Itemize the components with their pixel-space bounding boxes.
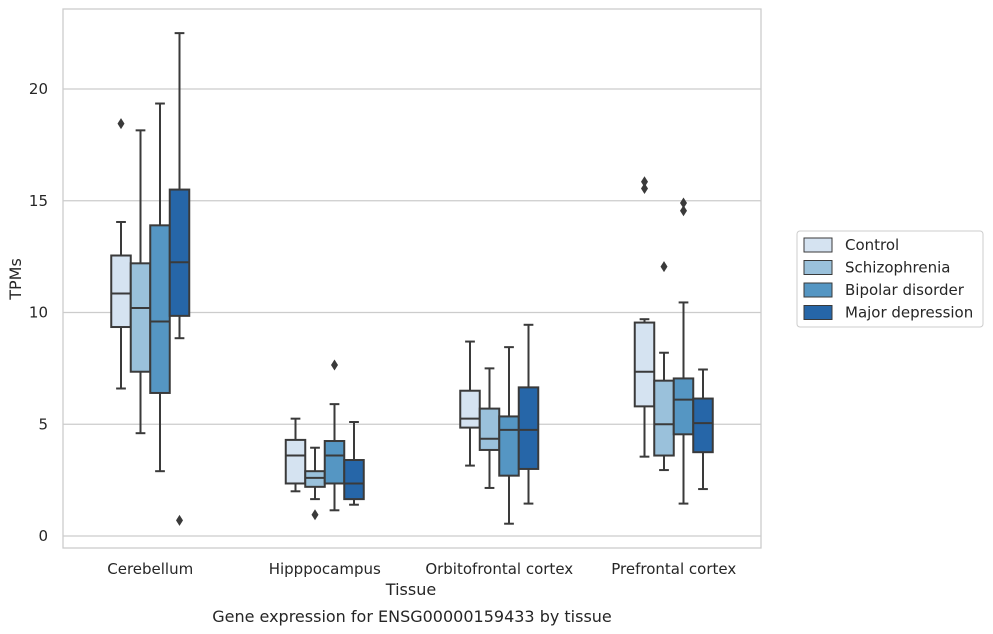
legend-swatch <box>803 260 833 275</box>
box-iqr <box>149 224 171 394</box>
box-control <box>633 176 656 458</box>
box-bipolar-disorder <box>672 197 695 505</box>
box-iqr <box>168 188 191 317</box>
box-iqr <box>129 262 152 373</box>
legend-item: Schizophrenia <box>803 259 950 277</box>
y-tick-label: 15 <box>29 192 48 210</box>
outlier-point <box>660 261 668 273</box>
box-iqr <box>284 438 307 485</box>
legend-label: Major depression <box>845 304 973 322</box>
outlier-point <box>680 197 687 209</box>
y-tick-label: 20 <box>29 80 48 98</box>
box-iqr <box>517 386 540 470</box>
outlier-point <box>680 205 687 217</box>
box-iqr <box>653 379 675 457</box>
x-axis-title: Tissue <box>385 580 436 599</box>
box-plot-series <box>110 32 714 526</box>
box-iqr <box>323 440 346 485</box>
box-iqr <box>498 415 520 477</box>
outlier-point <box>311 509 319 521</box>
y-tick-label: 0 <box>38 527 48 545</box>
box-iqr <box>672 377 695 436</box>
box-major-depression <box>517 323 540 505</box>
legend-item: Control <box>803 236 899 254</box>
legend-frame <box>796 230 984 328</box>
box-control <box>284 417 307 493</box>
box-control <box>110 118 132 390</box>
x-tick-label: Prefrontal cortex <box>611 560 736 578</box>
x-tick-label: Orbitofrontal cortex <box>425 560 573 578</box>
x-axis-ticks: Cerebellum Hipppocampus Orbitofrontal cort… <box>107 560 736 578</box>
box-iqr <box>343 459 365 501</box>
y-axis-ticks: 0 5 10 15 20 <box>29 80 48 545</box>
box-iqr <box>110 254 132 329</box>
outlier-point <box>641 182 648 194</box>
box-schizophrenia <box>304 446 326 521</box>
box-major-depression <box>168 32 191 526</box>
legend-label: Bipolar disorder <box>845 281 965 299</box>
box-iqr <box>459 389 481 429</box>
box-major-depression <box>343 421 365 506</box>
chart-caption: Gene expression for ENSG00000159433 by t… <box>212 607 612 626</box>
box-bipolar-disorder <box>498 346 520 525</box>
legend: Control Schizophrenia Bipolar disorder Majo… <box>796 230 984 328</box>
box-bipolar-disorder <box>149 102 171 473</box>
y-axis-title: TPMs <box>6 258 25 301</box>
legend-swatch <box>803 282 833 298</box>
legend-label: Control <box>845 236 899 254</box>
box-schizophrenia <box>478 367 501 489</box>
box-bipolar-disorder <box>323 359 346 512</box>
outlier-point <box>117 118 125 130</box>
legend-swatch <box>803 305 833 320</box>
box-iqr <box>304 470 326 488</box>
box-iqr <box>692 397 714 454</box>
x-tick-label: Hipppocampus <box>269 560 381 578</box>
y-tick-label: 10 <box>29 304 48 322</box>
legend-label: Schizophrenia <box>845 259 950 277</box>
x-tick-label: Cerebellum <box>107 560 193 578</box>
plot-area-frame <box>62 8 762 549</box>
legend-swatch <box>803 237 833 253</box>
outlier-point <box>641 176 648 188</box>
legend-item: Bipolar disorder <box>803 281 965 299</box>
box-major-depression <box>692 368 714 491</box>
outlier-point <box>331 359 338 371</box>
box-iqr <box>633 321 656 408</box>
box-schizophrenia <box>653 261 675 472</box>
box-control <box>459 340 481 467</box>
outlier-point <box>176 514 183 526</box>
box-schizophrenia <box>129 129 152 435</box>
box-iqr <box>478 407 501 451</box>
y-tick-label: 5 <box>38 415 48 433</box>
legend-item: Major depression <box>803 304 973 322</box>
